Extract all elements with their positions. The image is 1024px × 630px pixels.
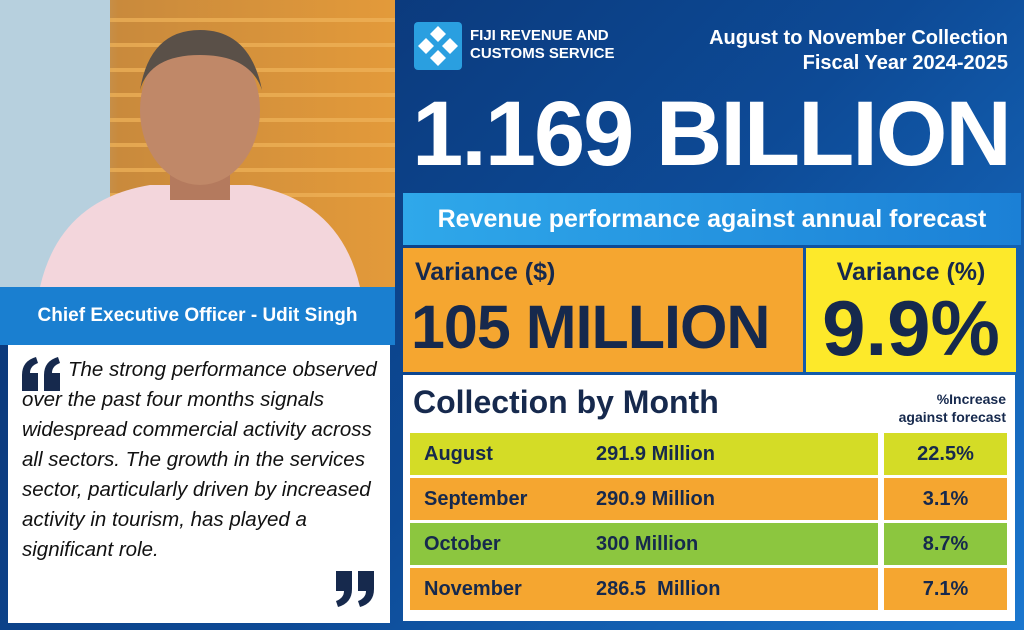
frcs-logo (414, 22, 462, 70)
column-header-line: %Increase (936, 391, 1006, 407)
amount: 291.9 Million (596, 443, 715, 465)
month: November (424, 578, 522, 600)
increase-percent: 8.7% (884, 523, 1007, 565)
increase-percent: 3.1% (884, 478, 1007, 520)
table-row: October 300 Million (410, 523, 878, 565)
column-header-line: against forecast (898, 409, 1006, 425)
organization-line: CUSTOMS SERVICE (470, 45, 615, 62)
table-row: August 291.9 Million (410, 433, 878, 475)
photo-caption: Chief Executive Officer - Udit Singh (0, 287, 395, 345)
period-heading: August to November Collection Fiscal Yea… (709, 26, 1008, 76)
variance-label: Variance ($) (415, 258, 556, 286)
table-row: September 290.9 Million (410, 478, 878, 520)
close-quote-icon (336, 571, 374, 607)
month: August (424, 443, 493, 465)
table-row: November 286.5 Million (410, 568, 878, 610)
column-header: %Increase against forecast (899, 390, 1006, 426)
quote-text: The strong performance observed over the… (22, 358, 377, 561)
fiscal-year: Fiscal Year 2024-2025 (802, 52, 1008, 74)
period: August to November Collection (709, 27, 1008, 49)
amount: 290.9 Million (596, 488, 715, 510)
variance-value: 105 MILLION (411, 293, 770, 361)
variance-amount-box: Variance ($) 105 MILLION (403, 248, 803, 372)
amount: 300 Million (596, 533, 699, 555)
variance-percent-box: Variance (%) 9.9% (806, 248, 1016, 372)
headline-total: 1.169 BILLION (412, 83, 1012, 185)
banner: Revenue performance against annual forec… (403, 193, 1021, 245)
open-quote-icon (22, 357, 60, 391)
increase-percent: 7.1% (884, 568, 1007, 610)
month: October (424, 533, 501, 555)
ceo-photo (0, 0, 395, 287)
amount: 286.5 Million (596, 578, 721, 600)
organization-name: FIJI REVENUE AND CUSTOMS SERVICE (470, 27, 614, 63)
variance-label: Variance (%) (836, 258, 986, 286)
table-title: Collection by Month (413, 384, 719, 420)
month: September (424, 488, 528, 510)
variance-value: 9.9% (822, 284, 1000, 372)
organization-line: FIJI REVENUE AND (470, 27, 609, 44)
increase-percent: 22.5% (884, 433, 1007, 475)
quote-box: The strong performance observed over the… (8, 345, 390, 623)
